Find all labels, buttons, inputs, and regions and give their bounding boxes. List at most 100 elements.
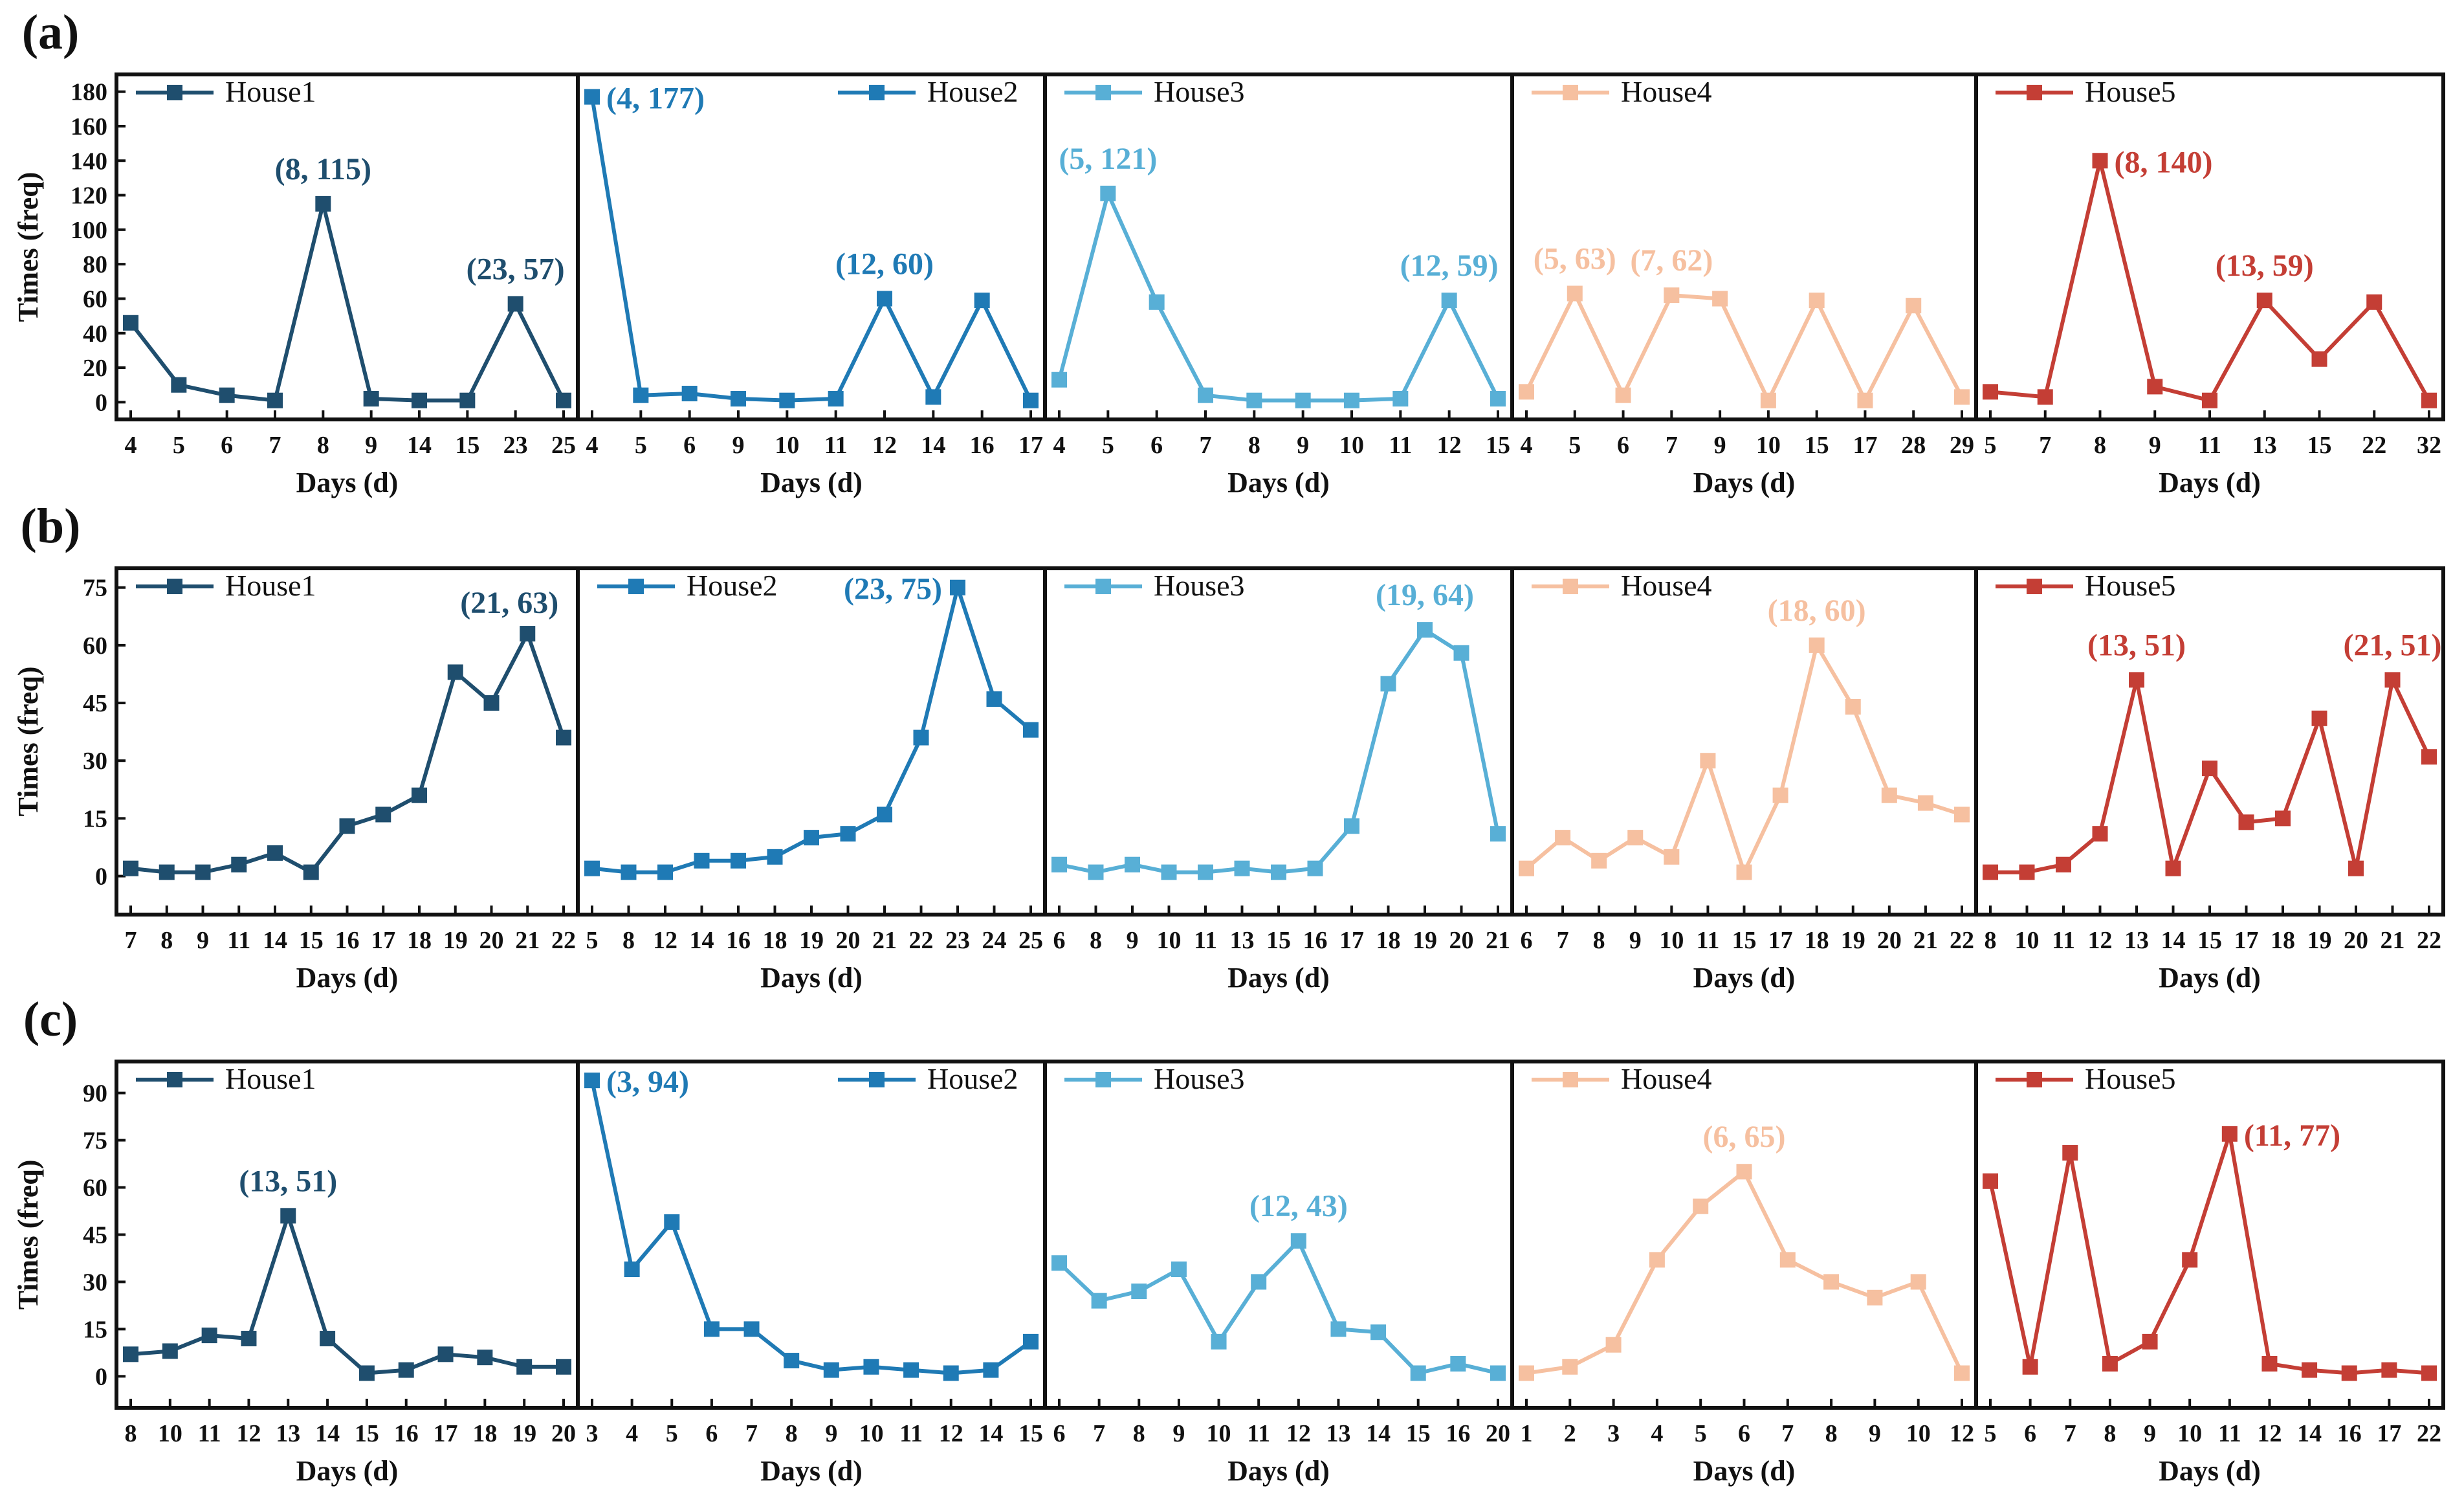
- data-annotation: (12, 43): [1249, 1189, 1348, 1223]
- panel-house5: 5 7 8 9 11 13 15 22 32 Days (d) House5 (8, 140) (13,…: [1974, 72, 2445, 498]
- data-point: [1330, 1321, 1347, 1337]
- data-point: [1712, 291, 1728, 307]
- x-tick-label: 8: [1090, 927, 1102, 954]
- data-point: [1490, 1365, 1506, 1381]
- y-tick-label: 60: [83, 632, 107, 660]
- x-tick-label: 9: [1629, 927, 1642, 954]
- x-tick-label: 28: [1901, 432, 1926, 459]
- x-tick-label: 4: [1521, 432, 1533, 459]
- data-annotation: (21, 51): [2344, 628, 2442, 662]
- x-tick-label: 21: [1913, 927, 1938, 954]
- x-tick-label: 8: [2094, 432, 2106, 459]
- data-point: [2256, 293, 2272, 309]
- series-line-house2: [590, 96, 1033, 403]
- x-tick-label: 5: [586, 927, 599, 954]
- x-tick-label: 7: [125, 927, 137, 954]
- x-tick-label: 13: [2252, 432, 2277, 459]
- data-point: [877, 806, 892, 823]
- legend-label: House4: [1621, 75, 1712, 108]
- x-tick-label: 3: [586, 1420, 599, 1447]
- y-tick-label: 140: [71, 148, 107, 175]
- data-point: [1051, 856, 1067, 873]
- data-point: [447, 664, 463, 680]
- data-point: [2102, 1355, 2118, 1372]
- data-point: [1954, 1365, 1970, 1381]
- data-annotation: (5, 63): [1534, 241, 1616, 276]
- x-tick-label: 14: [921, 432, 945, 459]
- data-point: [584, 89, 600, 105]
- y-tick-label: 160: [71, 113, 107, 140]
- x-tick-label: 22: [1950, 927, 1974, 954]
- x-tick-label: 8: [160, 927, 173, 954]
- panel-frame: [576, 566, 1047, 917]
- data-point: [2311, 710, 2327, 726]
- data-point: [1772, 787, 1788, 803]
- legend-label: House5: [2085, 569, 2176, 602]
- data-point: [1693, 1198, 1709, 1214]
- x-tick-label: 12: [1950, 1420, 1974, 1447]
- series-line-house2: [591, 585, 1032, 874]
- y-tick-label: 45: [83, 1222, 107, 1249]
- x-tick-label: 21: [2381, 927, 2405, 954]
- data-point: [1917, 795, 1933, 811]
- x-tick-label: 19: [1841, 927, 1865, 954]
- data-point: [1490, 826, 1506, 842]
- series-line-house4: [1525, 643, 1963, 874]
- x-tick-label: 22: [909, 927, 934, 954]
- data-point: [507, 296, 523, 312]
- data-point: [1555, 830, 1571, 846]
- x-tick-label: 7: [1093, 1420, 1105, 1447]
- data-point: [1615, 387, 1631, 403]
- legend-label: House4: [1621, 1062, 1712, 1095]
- x-tick-label: 9: [1714, 432, 1726, 459]
- data-point: [1906, 298, 1922, 314]
- x-axis-title: Days (d): [760, 962, 863, 994]
- x-tick-label: 19: [512, 1420, 536, 1447]
- data-point: [2056, 856, 2071, 873]
- data-point: [483, 695, 500, 711]
- y-tick-label: 30: [83, 1269, 107, 1296]
- data-point: [1271, 864, 1286, 880]
- data-point: [1627, 830, 1644, 846]
- data-point: [1700, 753, 1716, 769]
- x-tick-label: 12: [236, 1420, 261, 1447]
- panel-frame: [576, 72, 1047, 421]
- data-point: [2147, 379, 2163, 395]
- data-point: [1100, 185, 1116, 201]
- data-annotation: (23, 57): [467, 252, 565, 286]
- x-tick-label: 17: [434, 1420, 458, 1447]
- x-tick-label: 11: [899, 1420, 923, 1447]
- data-point: [986, 691, 1002, 707]
- data-point: [1344, 392, 1359, 408]
- data-point: [1380, 676, 1396, 692]
- x-tick-label: 14: [690, 927, 714, 954]
- data-point: [556, 392, 571, 408]
- y-tick-label: 15: [83, 805, 107, 832]
- x-tick-label: 16: [726, 927, 751, 954]
- x-tick-label: 16: [394, 1420, 419, 1447]
- x-tick-label: 12: [653, 927, 677, 954]
- x-tick-label: 2: [1564, 1420, 1576, 1447]
- x-tick-label: 10: [2177, 1420, 2202, 1447]
- x-tick-label: 19: [443, 927, 468, 954]
- data-point: [2092, 826, 2108, 842]
- data-point: [657, 864, 673, 880]
- y-tick-label: 75: [83, 575, 107, 602]
- data-annotation: (13, 51): [239, 1164, 337, 1198]
- chart-row-a: (a) Times (freq) 0 20 40 60 80 100 120 140 160 180 4…: [12, 5, 2445, 498]
- series-line-house1: [129, 201, 566, 403]
- legend-marker: [869, 85, 885, 100]
- x-tick-label: 14: [315, 1420, 340, 1447]
- data-point: [2311, 351, 2327, 367]
- x-tick-label: 13: [276, 1420, 300, 1447]
- x-tick-label: 14: [1366, 1420, 1391, 1447]
- x-tick-label: 11: [198, 1420, 221, 1447]
- x-tick-label: 18: [2271, 927, 2295, 954]
- x-tick-label: 14: [407, 432, 432, 459]
- data-point: [2421, 1365, 2437, 1381]
- data-point: [1779, 1252, 1796, 1268]
- data-annotation: (5, 121): [1059, 142, 1157, 176]
- data-point: [804, 830, 819, 846]
- data-point: [2381, 1362, 2397, 1378]
